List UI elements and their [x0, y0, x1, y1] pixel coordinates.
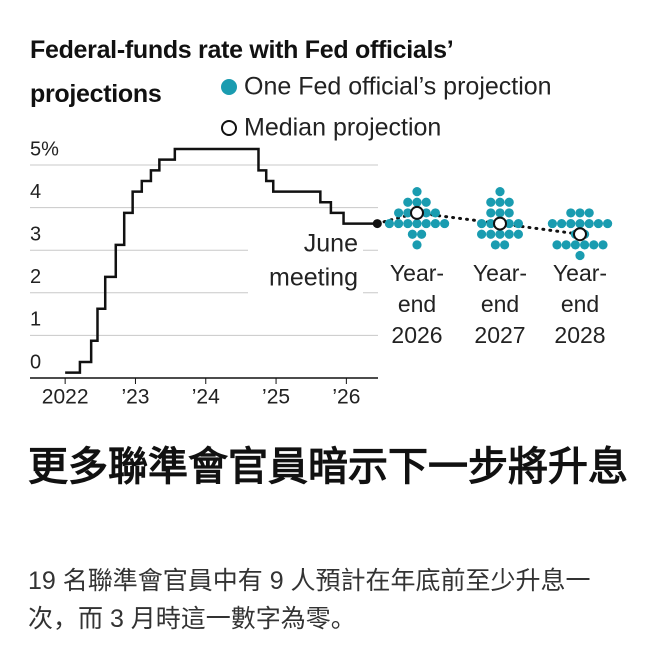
median-dot	[493, 216, 507, 231]
official-dot	[490, 240, 500, 250]
category-label: end	[398, 291, 436, 317]
official-dot	[575, 250, 585, 261]
legend-median	[221, 120, 237, 136]
official-dot	[513, 229, 524, 239]
official-dot	[504, 229, 514, 239]
official-dot	[584, 218, 594, 229]
official-dot	[430, 218, 440, 229]
y-tick-label: 4	[30, 181, 41, 203]
y-tick-label: 1	[30, 309, 41, 331]
official-dot	[403, 208, 413, 218]
official-dot	[486, 229, 496, 239]
official-dot	[603, 218, 613, 229]
annotation: June	[304, 230, 358, 258]
official-dot	[394, 208, 404, 218]
category-label: 2027	[474, 322, 525, 348]
category-label: Year-	[553, 260, 607, 286]
official-dot	[403, 197, 413, 207]
y-tick-label: 5%	[30, 138, 59, 160]
official-dot	[504, 197, 514, 207]
y-tick-label: 2	[30, 266, 41, 288]
y-tick-label: 0	[30, 351, 41, 373]
legend-label: Median projection	[244, 114, 441, 142]
official-dot	[495, 197, 505, 207]
official-dot	[589, 240, 599, 250]
official-dot	[412, 218, 422, 229]
official-dot	[575, 218, 585, 229]
body-text: 19 名聯準會官員中有 9 人預計在年底前至少升息一次，而 3 月時這一數字為零…	[28, 567, 591, 633]
official-dot	[593, 218, 604, 229]
x-tick-label: ’24	[192, 386, 220, 409]
category-label: 2028	[554, 322, 605, 348]
official-dot	[412, 187, 422, 197]
official-dot	[394, 218, 404, 229]
chart-title: Federal-funds rate with Fed officials’ p…	[30, 36, 453, 108]
june-dot	[372, 219, 382, 229]
category-label: Year-	[473, 260, 527, 286]
official-dot	[504, 208, 514, 218]
official-dot	[566, 208, 576, 218]
official-dot	[552, 240, 562, 250]
legend-label: One Fed official’s projection	[244, 73, 552, 101]
category-label: end	[481, 291, 519, 317]
official-dot	[598, 240, 608, 250]
official-dot	[407, 229, 417, 239]
official-dot	[412, 240, 422, 250]
official-dot	[421, 197, 431, 207]
official-dot	[566, 218, 576, 229]
official-dot	[421, 218, 431, 229]
official-dot	[504, 218, 514, 229]
official-dot	[477, 218, 487, 229]
median-dot	[573, 227, 587, 242]
official-dot	[495, 187, 505, 197]
headline: 更多聯準會官員暗示下一步將升息	[28, 443, 628, 490]
official-dot	[412, 197, 422, 207]
official-dot	[575, 208, 585, 218]
official-dot	[486, 197, 496, 207]
y-tick-label: 3	[30, 223, 41, 245]
legend-dot	[221, 79, 237, 95]
official-dot	[557, 218, 567, 229]
official-dot	[421, 208, 431, 218]
x-tick-label: ’23	[121, 386, 149, 409]
official-dot	[403, 218, 413, 229]
official-dot	[486, 208, 496, 218]
official-dot	[495, 229, 505, 239]
official-dot	[561, 240, 571, 250]
official-dot	[417, 229, 427, 239]
rate-line	[65, 147, 378, 374]
category-label: Year-	[390, 260, 444, 286]
median-dot	[410, 205, 424, 220]
x-tick-label: 2022	[42, 386, 89, 409]
category-label: end	[561, 291, 599, 317]
official-dot	[500, 240, 510, 250]
official-dot	[570, 240, 581, 250]
category-label: 2026	[391, 322, 442, 348]
official-dot	[495, 208, 505, 218]
median-line	[375, 211, 582, 236]
official-dot	[477, 229, 487, 239]
official-dot	[384, 218, 394, 229]
official-dot	[547, 218, 558, 229]
official-dot	[513, 218, 524, 229]
official-dot	[486, 218, 496, 229]
chart: One Fed official’s projection Median pro…	[30, 73, 613, 409]
official-dot	[584, 208, 594, 218]
x-tick-label: ’25	[262, 386, 290, 409]
x-tick-label: ’26	[332, 386, 360, 409]
annotation: meeting	[269, 264, 358, 292]
annotation-bg	[248, 230, 363, 296]
official-dot	[430, 208, 440, 218]
official-dot	[440, 218, 450, 229]
official-dot	[580, 240, 590, 250]
